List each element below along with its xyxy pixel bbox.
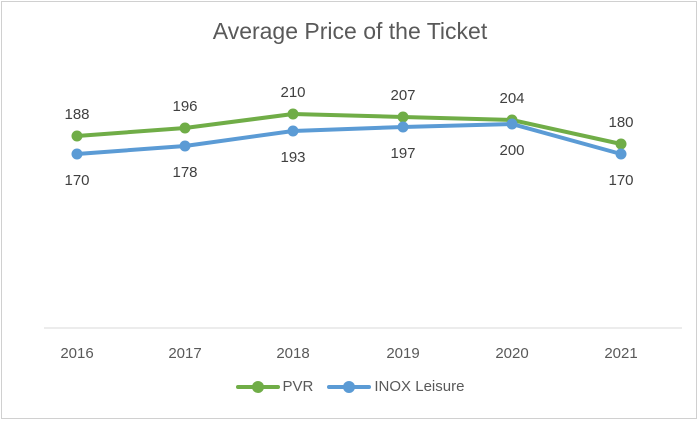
data-point[interactable] xyxy=(287,125,299,137)
series-line-pvr xyxy=(76,112,622,146)
data-label: 200 xyxy=(499,142,524,159)
data-label: 210 xyxy=(280,84,305,101)
data-point[interactable] xyxy=(71,148,83,160)
chart-title: Average Price of the Ticket xyxy=(212,18,488,44)
legend-label-inox: INOX Leisure xyxy=(374,378,465,395)
data-label: 170 xyxy=(608,172,633,189)
data-label: 196 xyxy=(172,98,197,115)
data-point[interactable] xyxy=(397,111,409,123)
data-label: 180 xyxy=(608,114,633,131)
data-point[interactable] xyxy=(179,122,191,134)
data-label: 207 xyxy=(390,87,415,104)
data-point[interactable] xyxy=(287,108,299,120)
legend-item-pvr[interactable]: PVR xyxy=(235,378,314,395)
data-point[interactable] xyxy=(615,138,627,150)
x-tick-label: 2021 xyxy=(604,345,637,362)
data-label: 193 xyxy=(280,149,305,166)
legend-marker-inox xyxy=(327,380,372,393)
data-label: 170 xyxy=(64,172,89,189)
data-point[interactable] xyxy=(179,140,191,152)
data-point[interactable] xyxy=(397,121,409,133)
data-label: 204 xyxy=(499,90,524,107)
x-tick-label: 2020 xyxy=(495,345,528,362)
data-point[interactable] xyxy=(71,130,83,142)
data-label: 197 xyxy=(390,145,415,162)
data-point[interactable] xyxy=(506,118,518,130)
legend-item-inox[interactable]: INOX Leisure xyxy=(327,378,464,395)
legend: PVR INOX Leisure xyxy=(0,378,700,395)
x-tick-label: 2017 xyxy=(168,345,201,362)
data-label: 178 xyxy=(172,164,197,181)
series-line-inox xyxy=(76,122,622,156)
legend-label-pvr: PVR xyxy=(282,378,314,395)
x-tick-label: 2016 xyxy=(60,345,93,362)
data-point[interactable] xyxy=(615,148,627,160)
x-tick-label: 2019 xyxy=(386,345,419,362)
legend-marker-pvr xyxy=(235,380,280,393)
data-label: 188 xyxy=(64,106,89,123)
series-group: 188 196 210 207 204 180 170 178 193 197 200 170 xyxy=(64,84,633,189)
x-axis-ticks: 2016 2017 2018 2019 2020 2021 xyxy=(60,345,637,362)
x-tick-label: 2018 xyxy=(276,345,309,362)
